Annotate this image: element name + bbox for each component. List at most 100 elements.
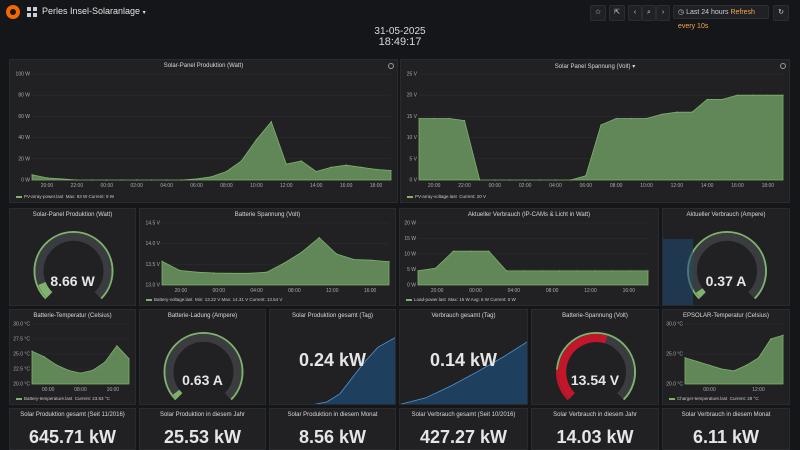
data-point [345,164,347,166]
data-point [166,179,168,181]
data-point [554,179,557,181]
panel-title[interactable]: Solar-Panel Produktion (Watt) [163,63,244,69]
data-point [767,94,769,96]
data-point [691,111,693,113]
panel-title[interactable]: Solar Verbrauch in diesem Monat [681,412,771,418]
legend-series[interactable]: PV-array-voltage.last [415,194,457,199]
data-point [479,179,481,181]
panel-title[interactable]: Solar Produktion in diesem Monat [287,412,378,418]
panel-title[interactable]: Batterie-Ladung (Ampere) [167,313,238,319]
panel-title[interactable]: Batterie Spannung (Volt) [234,212,301,218]
panel-battery-voltage-graph[interactable]: Batterie Spannung (Volt) 14.5 V 14.0 V 13.… [139,208,396,306]
battery-charge-gauge [163,332,244,401]
time-picker-button[interactable]: ◷ Last 24 hours Refresh every 10s [673,5,769,30]
x-tick-label: 00:00 [101,183,114,189]
solar-power-chart[interactable]: 100 W 80 W 60 W 40 W 20 W 0 W 20:00 22:00 00:00 0… [10,70,398,194]
panel-solar-total-since-2016[interactable]: Solar Produktion gesamt (Seit 11/2016) 6… [9,408,136,450]
share-button[interactable]: ⇱ [609,5,625,21]
data-point [161,260,163,262]
panel-charger-temp-graph[interactable]: EPSOLAR-Temperatur (Celsius) 30.0 °C 25.0… [662,309,790,405]
dashboard-title[interactable]: Perles Insel-Solaranlage ▾ [42,6,146,16]
legend-series[interactable]: Battery-voltage.last [154,297,193,302]
load-power-chart[interactable]: 20 W 15 W 10 W 5 W 0 W 20:00 00:00 04:00 08:00 12… [400,219,659,297]
battery-voltage-chart[interactable]: 14.5 V 14.0 V 13.5 V 13.0 V 20:00 00:00 04:00 0… [140,219,396,297]
solar-voltage-chart[interactable]: 25 V 20 V 15 V 10 V 5 V 0 V 20:00 22:00 00:00 02:… [401,70,790,194]
charger-temp-chart[interactable]: 30.0 °C 25.0 °C 20.0 °C 00:00 12:00 [663,320,790,396]
data-point [270,121,272,123]
panel-title[interactable]: Aktueller Verbrauch (Ampere) [686,212,766,218]
panel-title[interactable]: Solar Produktion gesamt (Seit 11/2016) [20,412,125,418]
panel-load-power-graph[interactable]: Aktueller Verbrauch (IP-CAMs & Licht in … [399,208,659,306]
data-point [360,166,362,168]
legend-series[interactable]: Load-power.last [414,297,446,302]
panel-consumption-day-total[interactable]: Verbrauch gesamt (Tag) 0.14 kW [399,309,528,405]
dashboard-grid-icon [27,7,37,17]
panel-consumption-year[interactable]: Solar Verbrauch in diesem Jahr 14.03 kW [531,408,659,450]
data-point [576,270,578,272]
panel-load-current-gauge[interactable]: Aktueller Verbrauch (Ampere) 0.37 A [662,208,790,306]
refresh-button[interactable]: ↻ [773,5,789,21]
panel-title[interactable]: Solar Verbrauch gesamt (Seit 10/2016) [411,412,516,418]
panel-solar-month[interactable]: Solar Produktion in diesem Monat 8.56 kW [269,408,396,450]
x-tick-label: 22:00 [458,183,471,189]
y-tick-label: 5 W [407,267,416,273]
panel-title[interactable]: EPSOLAR-Temperatur (Celsius) [682,313,770,319]
panel-title[interactable]: Verbrauch gesamt (Tag) [431,313,496,319]
panel-title[interactable]: Aktueller Verbrauch (IP-CAMs & Licht in … [467,212,591,218]
data-point [585,175,587,177]
x-tick-label: 10:00 [250,183,263,189]
y-tick-label: 80 W [18,93,30,99]
panel-battery-temp-graph[interactable]: Batterie-Temperatur (Celsius) 30.0 °C 27.… [9,309,136,405]
legend: PV-array-power.last Max: 93 W Current: 9… [16,194,114,199]
data-point [452,250,454,252]
panel-consumption-month[interactable]: Solar Verbrauch in diesem Monat 6.11 kW [662,408,790,450]
threshold-low [556,369,570,401]
panel-solar-power-graph[interactable]: Solar-Panel Produktion (Watt) i 100 W 80 … [9,59,398,203]
zoom-out-button[interactable]: ⌕ [642,5,656,21]
star-icon: ☆ [594,9,602,16]
panel-consumption-total-since-2016[interactable]: Solar Verbrauch gesamt (Seit 10/2016) 42… [399,408,528,450]
legend: Charger-temperature.last Current: 28 °C [669,396,759,401]
battery-temp-chart[interactable]: 30.0 °C 27.5 °C 25.0 °C 22.5 °C 20.0 °C 00:00… [10,320,136,396]
panel-solar-power-gauge[interactable]: Solar-Panel Produktion (Watt) 8.66 W [9,208,136,306]
data-point [721,368,723,370]
star-button[interactable]: ☆ [590,5,606,21]
time-back-button[interactable]: ‹ [628,5,642,21]
y-tick-label: 0 W [21,178,30,184]
x-tick-label: 06:00 [190,183,203,189]
y-tick-label: 30.0 °C [666,322,683,328]
panel-info-icon: i [388,63,394,69]
x-tick-label: 06:00 [580,183,593,189]
x-tick-label: 12:00 [326,288,339,294]
legend-series[interactable]: Charger-temperature.last [677,396,728,401]
panel-title[interactable]: Solar Verbrauch in diesem Jahr [553,412,637,418]
legend-series[interactable]: PV-array-power.last [24,194,64,199]
legend-stats: Max: 93 W Current: 9 W [65,194,115,199]
panel-solar-year[interactable]: Solar Produktion in diesem Jahr 25.53 kW [139,408,266,450]
stat-value: 6.11 kW [692,427,760,447]
x-tick-label: 16:00 [623,288,636,294]
panel-battery-voltage-gauge[interactable]: Batterie-Spannung (Volt) 13.54 V [531,309,659,405]
panel-title[interactable]: Solar Produktion gesamt (Tag) [291,313,374,319]
data-point [61,178,63,180]
panel-solar-day-total[interactable]: Solar Produktion gesamt (Tag) 0.24 kW [269,309,396,405]
x-tick-label: 16:00 [107,387,120,393]
data-point [67,369,69,371]
panel-title[interactable]: Solar Panel Spannung (Volt) ▾ [401,63,789,70]
grafana-logo-icon[interactable] [6,5,20,19]
refresh-interval-label: Refresh every 10s [678,9,755,30]
panel-title[interactable]: Solar-Panel Produktion (Watt) [32,212,113,218]
legend-series[interactable]: Battery-temperature.last [24,396,73,401]
panel-title[interactable]: Batterie-Temperatur (Celsius) [33,313,112,319]
panel-solar-voltage-graph[interactable]: Solar Panel Spannung (Volt) ▾ i 25 V 20 V… [400,59,790,203]
panel-title[interactable]: Solar Produktion in diesem Jahr [159,412,246,418]
time-forward-button[interactable]: › [656,5,670,21]
clock-icon: ◷ [678,9,685,16]
data-point [612,270,614,272]
data-point [196,271,198,273]
gauge-fill [38,281,53,298]
panel-battery-charge-gauge[interactable]: Batterie-Ladung (Ampere) 0.63 A [139,309,266,405]
data-point [435,267,437,269]
x-tick-label: 04:00 [508,288,521,294]
panel-title[interactable]: Batterie-Spannung (Volt) [562,313,628,319]
